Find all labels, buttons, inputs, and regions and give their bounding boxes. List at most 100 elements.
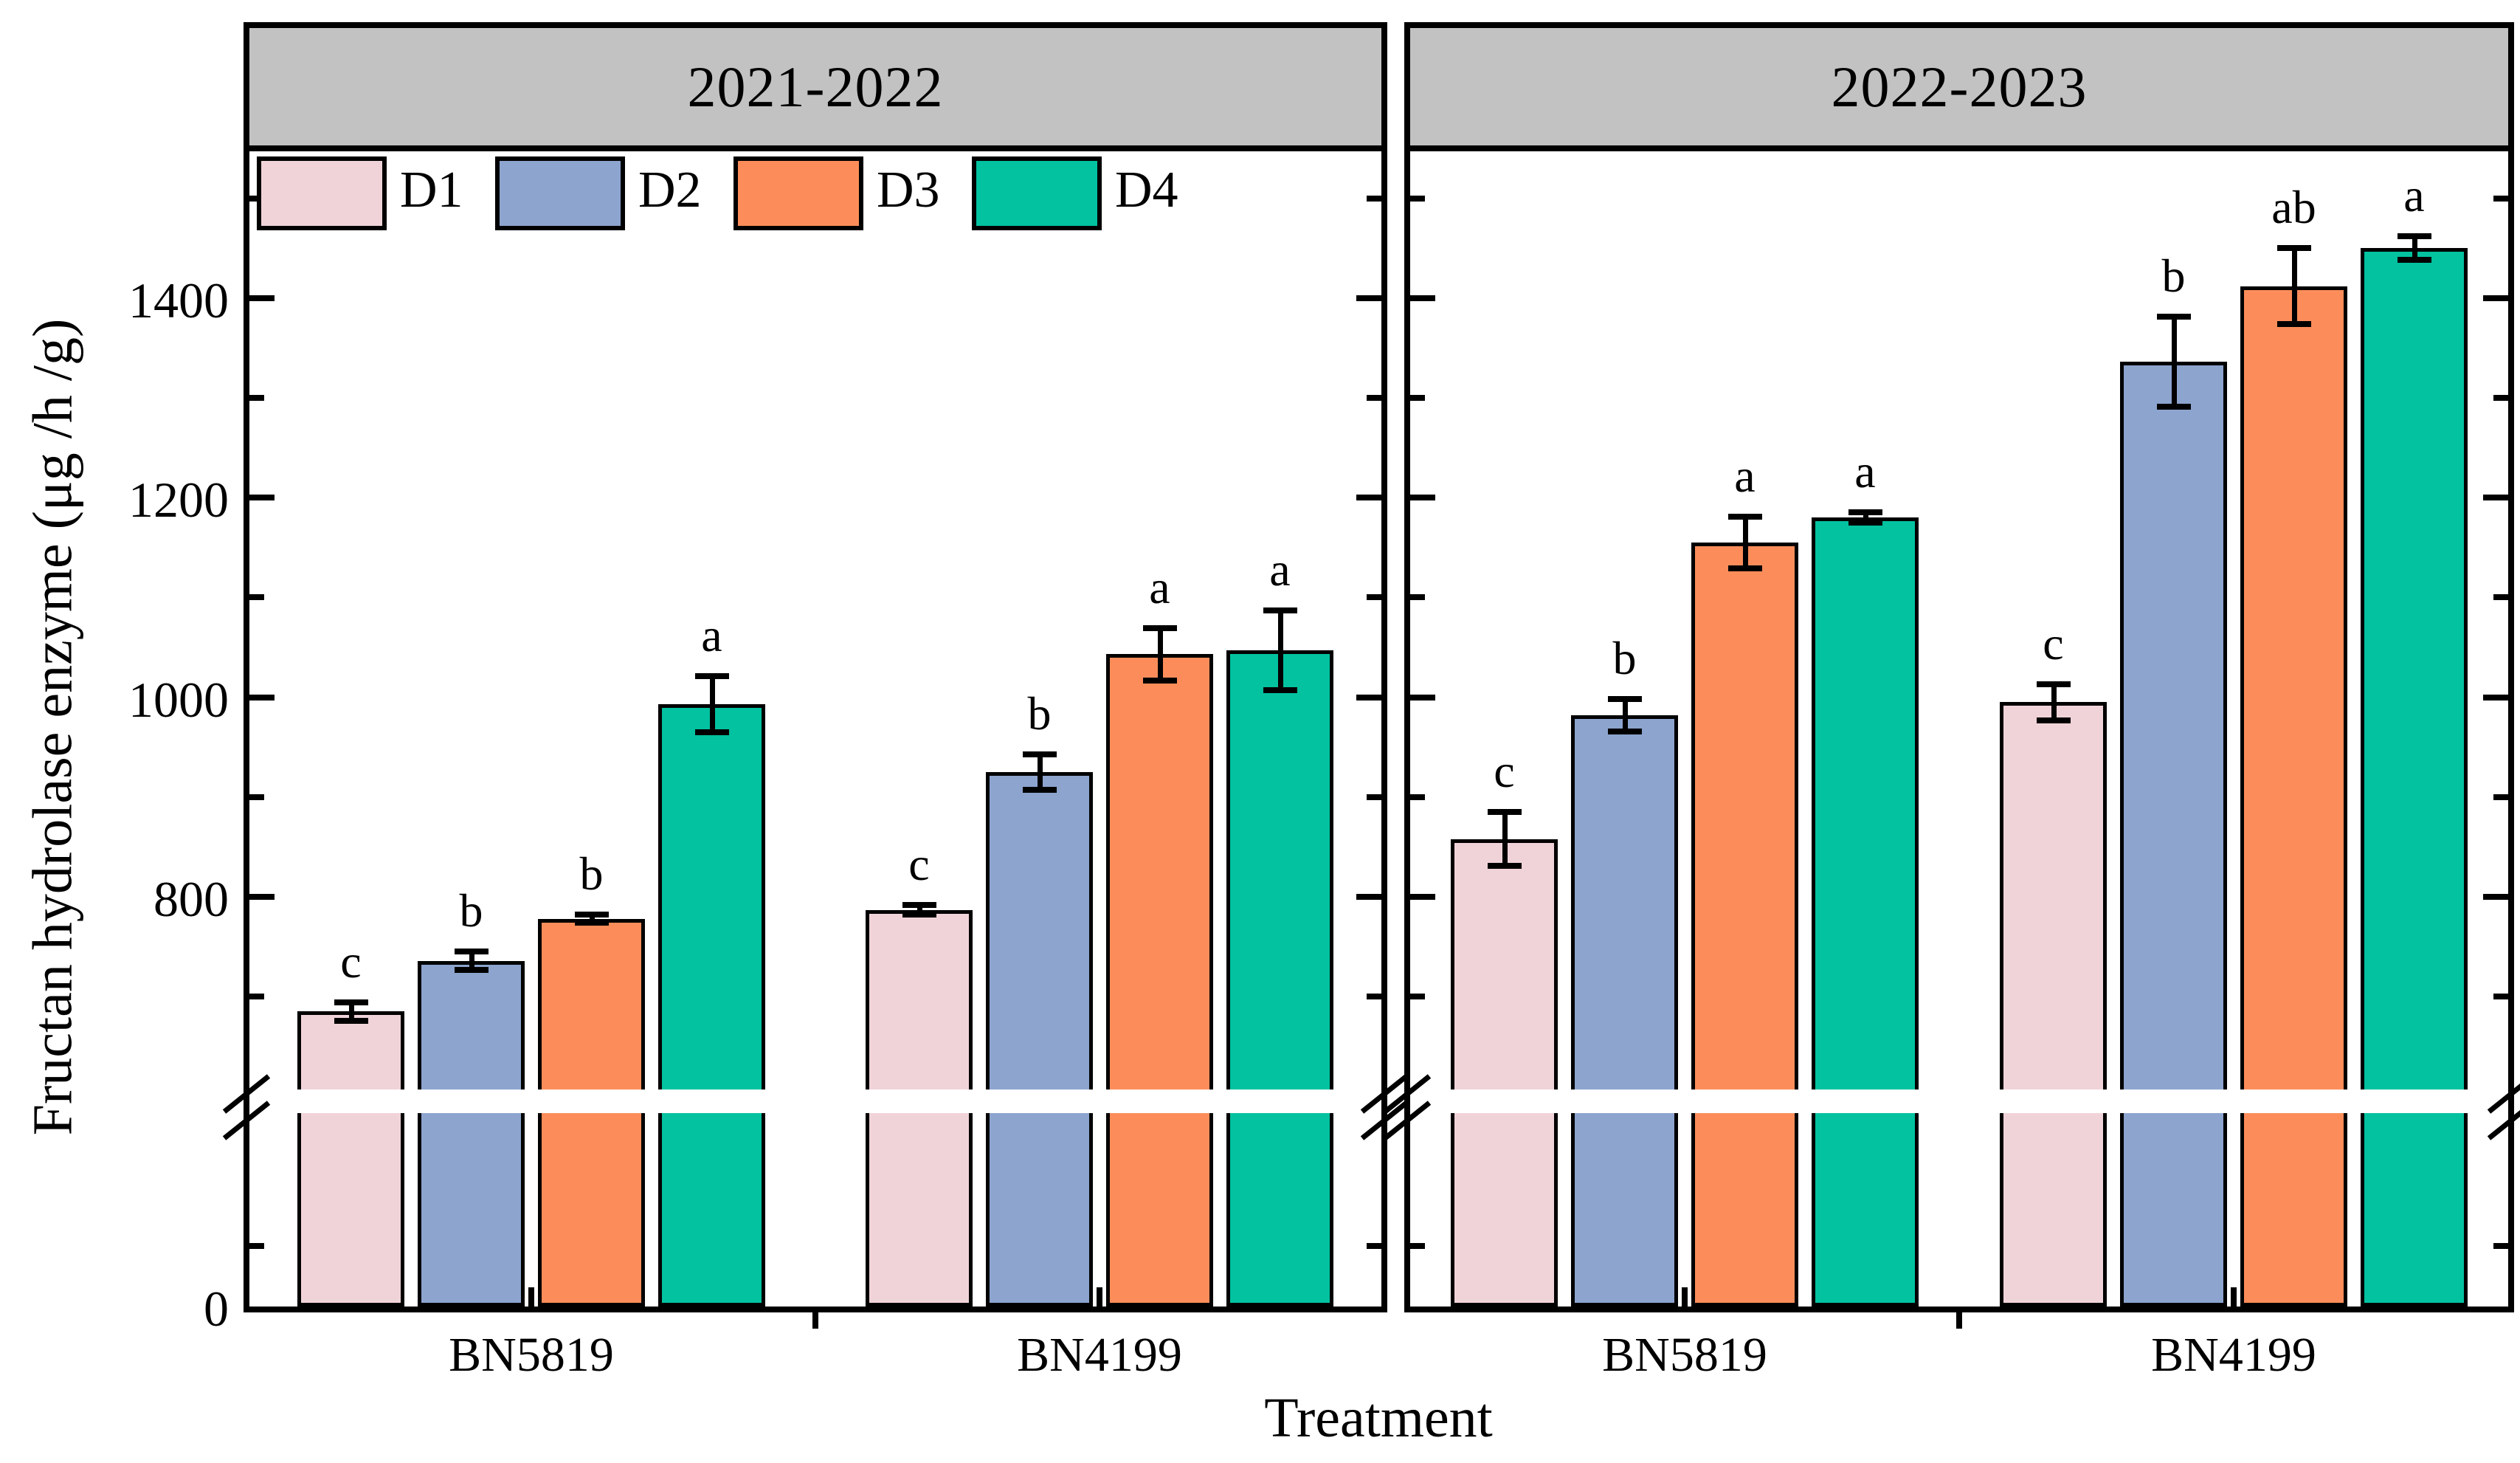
error-bar-stem [916,904,922,915]
error-bar-cap-top [902,901,936,908]
error-bar-cap-top [574,912,609,918]
error-bar-cap-top [694,673,729,680]
error-bar-stem [1622,699,1628,732]
y-major-tick-800-right [2483,894,2508,900]
y-minor-tick-belowbreak-right [1367,1243,1381,1249]
y-major-tick-1400-right [2483,295,2508,301]
y-major-tick-1000-right [1356,694,1381,700]
sig-letter-ab: ab [2271,181,2316,234]
error-bar-cap-top [1022,751,1057,757]
error-bar-cap-top [1727,513,1762,520]
error-bar-cap-bottom [1607,728,1642,734]
y-tick-label-0: 0 [204,1281,229,1337]
error-bar-stem [1037,754,1043,791]
y-minor-tick-900-right [1367,794,1381,800]
legend-swatch-D2 [495,156,625,230]
y-major-tick-1200-right [1356,495,1381,501]
bar-2022-2023-BN4199-D4 [2361,248,2468,1307]
y-minor-tick-belowbreak [1410,1243,1425,1249]
error-bar-stem [1277,610,1283,691]
error-bar-cap-top [1487,809,1522,816]
x-major-tick-BN4199 [1097,1287,1102,1307]
y-major-tick-1200 [249,495,275,501]
y-tick-label-1000: 1000 [128,671,229,728]
y-tick-label-800: 800 [153,871,229,927]
y-major-tick-1400 [249,295,275,301]
error-bar-stem [1502,812,1508,867]
error-bar-cap-top [1142,625,1177,632]
y-minor-tick-1100 [1410,594,1425,601]
bar-2021-2022-BN4199-D4 [1226,650,1333,1307]
error-bar-stem [469,951,474,970]
x-major-tick-BN5819 [528,1287,534,1307]
y-minor-tick-900-right [2493,794,2508,800]
bar-2022-2023-BN4199-D2 [2120,362,2227,1307]
error-bar-cap-bottom [1848,520,1882,526]
error-bar-cap-bottom [694,729,729,735]
error-bar-cap-top [1607,696,1642,703]
error-bar-stem [2412,235,2417,261]
bar-2022-2023-BN5819-D4 [1812,517,1919,1307]
sig-letter-c: c [340,935,362,988]
x-category-label-BN5819: BN5819 [1602,1328,1767,1382]
x-major-tick-BN4199 [2231,1287,2237,1307]
y-tick-label-1200: 1200 [128,472,229,529]
error-bar-cap-top [2156,314,2191,320]
error-bar-cap-top [334,999,368,1006]
sig-letter-a: a [2403,168,2425,221]
y-minor-tick-1500 [1410,195,1425,202]
error-bar-stem [2051,684,2057,720]
sig-letter-b: b [2161,249,2186,303]
sig-letter-a: a [701,609,722,662]
sig-letter-b: b [1612,632,1637,685]
y-minor-tick-700 [249,994,264,1000]
legend-swatch-D3 [733,156,863,230]
error-bar-stem [1157,628,1163,681]
sig-letter-c: c [1494,745,1515,798]
y-major-tick-1400-right [1356,295,1381,301]
sig-letter-b: b [459,884,483,937]
legend-label-D3: D3 [877,162,940,218]
x-major-tick-BN5819 [1682,1287,1688,1307]
panel-header-2021-2022: 2021-2022 [249,28,1381,151]
x-category-label-BN4199: BN4199 [2151,1328,2316,1382]
y-minor-tick-1300-right [1367,395,1381,401]
y-tick-label-1400: 1400 [128,272,229,328]
y-minor-tick-belowbreak-right [2493,1243,2508,1249]
sig-letter-a: a [1269,543,1291,596]
axis-break-band [249,1089,1381,1113]
error-bar-stem [709,676,715,732]
bar-2021-2022-BN4199-D3 [1106,654,1213,1307]
y-minor-tick-900 [249,794,264,800]
y-major-tick-800 [1410,894,1435,900]
x-axis-title: Treatment [1264,1387,1493,1449]
error-bar-stem [2291,248,2297,324]
error-bar-cap-bottom [2036,717,2071,723]
y-minor-tick-1300 [1410,395,1425,401]
error-bar-cap-top [2397,233,2431,239]
y-minor-tick-700 [1410,994,1425,1000]
bar-2022-2023-BN5819-D1 [1451,839,1558,1307]
y-minor-tick-1500-right [2493,195,2508,202]
error-bar-cap-bottom [902,912,936,918]
legend-swatch-D1 [257,156,387,230]
y-minor-tick-1100-right [1367,594,1381,601]
sig-letter-a: a [1149,561,1170,614]
y-minor-tick-1100 [249,594,264,601]
error-bar-cap-bottom [574,920,609,926]
y-minor-tick-700-right [1367,994,1381,1000]
sig-letter-a: a [1854,445,1876,498]
legend-swatch-D4 [972,156,1102,230]
y-minor-tick-belowbreak [249,1243,264,1249]
y-minor-tick-1500-right [1367,195,1381,202]
bar-2022-2023-BN5819-D3 [1691,543,1798,1307]
error-bar-cap-bottom [2276,320,2311,327]
legend-label-D2: D2 [638,162,702,218]
bar-2022-2023-BN5819-D2 [1571,715,1678,1307]
x-category-label-BN5819: BN5819 [449,1328,614,1382]
y-major-tick-800 [249,894,275,900]
error-bar-cap-bottom [1487,863,1522,870]
y-minor-tick-700-right [2493,994,2508,1000]
sig-letter-c: c [2043,617,2064,670]
